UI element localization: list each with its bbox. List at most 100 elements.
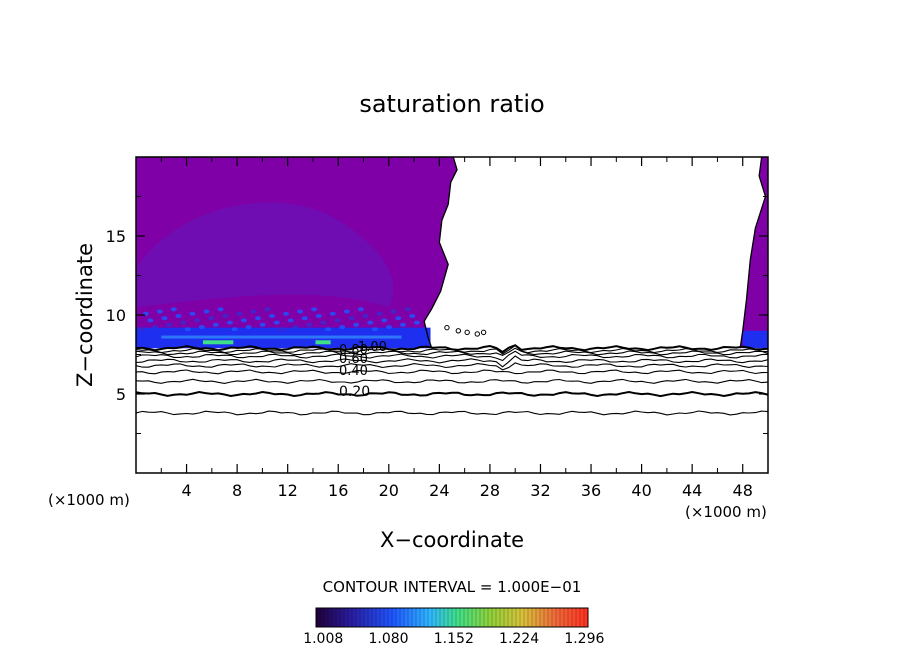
y-tick-label: 15 <box>106 227 126 246</box>
x-tick-label: 20 <box>379 481 399 500</box>
cloud-outline-left <box>423 157 458 349</box>
x-tick-label: 48 <box>733 481 753 500</box>
cloud-speckle <box>376 311 383 316</box>
colorbar-tick-label: 1.008 <box>303 631 343 647</box>
cloud-speckle <box>413 320 420 325</box>
light-blue-patch <box>161 335 402 339</box>
cloud-speckle <box>320 320 327 325</box>
y-axis-ticks: 5 10 15 <box>106 196 768 434</box>
cloud-speckle <box>264 307 271 312</box>
cloud-speckle <box>278 327 285 332</box>
x-tick-label: 12 <box>278 481 298 500</box>
cloud-speckle <box>273 320 280 325</box>
x-tick-label: 4 <box>181 481 191 500</box>
cloud-speckle <box>189 311 196 316</box>
contour-label-0.40: 0.40 <box>339 364 368 379</box>
cloud-speckle <box>180 320 187 325</box>
colorbar-stripes <box>319 608 585 627</box>
cloud-speckle <box>217 307 224 312</box>
cloud-outline-right <box>739 157 767 349</box>
small-blob <box>444 324 450 331</box>
cloud-speckle <box>245 325 252 330</box>
cloud-speckle <box>353 322 360 327</box>
x-tick-label: 44 <box>682 481 702 500</box>
cloud-speckle <box>292 325 299 330</box>
x-tick-label: 36 <box>581 481 601 500</box>
cloud-region-right <box>740 157 768 349</box>
cloud-speckle <box>404 307 411 312</box>
cloud-speckle <box>367 320 374 325</box>
cloud-speckle <box>226 320 233 325</box>
small-blob <box>464 329 470 336</box>
colorbar-tick-label: 1.080 <box>368 631 408 647</box>
contour-line-1.0 <box>136 344 768 354</box>
cloud-speckle <box>212 322 219 327</box>
cloud-speckle <box>371 327 378 332</box>
contour-lines <box>136 344 768 416</box>
cloud-speckle <box>208 316 215 321</box>
colorbar-tick-label: 1.224 <box>499 631 539 647</box>
highlight-b <box>315 340 331 345</box>
cloud-speckle <box>161 316 168 321</box>
x-tick-label: 8 <box>232 481 242 500</box>
cloud-darker-region <box>136 202 394 308</box>
cloud-speckle <box>198 325 205 330</box>
cloud-speckle <box>348 316 355 321</box>
cloud-speckle <box>297 309 304 314</box>
x-tick-label: 28 <box>480 481 500 500</box>
contour-line-0.6 <box>136 355 768 368</box>
low-band-right <box>742 330 768 349</box>
cloud-speckle <box>287 318 294 323</box>
cloud-speckle <box>240 318 247 323</box>
contour-interval-text: CONTOUR INTERVAL = 1.000E−01 <box>323 578 582 596</box>
cloud-speckle <box>399 322 406 327</box>
cloud-speckle <box>194 318 201 323</box>
cloud-speckle <box>156 309 163 314</box>
cloud-speckle <box>315 313 322 318</box>
cloud-speckle <box>147 318 154 323</box>
small-blob <box>474 331 480 337</box>
cloud-speckle <box>390 309 397 314</box>
contour-labels: 1.00 0.80 0.60 0.40 0.20 <box>339 340 387 400</box>
cloud-speckle <box>254 316 261 321</box>
x-axis-label: X−coordinate <box>380 528 524 552</box>
cloud-speckle <box>325 327 332 332</box>
cloud-speckle <box>357 307 364 312</box>
colorbar-tick-label: 1.152 <box>434 631 474 647</box>
cloud-speckle <box>166 322 173 327</box>
cloud-speckle <box>170 307 177 312</box>
contour-label-0.60: 0.60 <box>339 352 368 367</box>
contour-label-0.80: 0.80 <box>339 343 368 358</box>
contour-line-0.7 <box>136 350 768 362</box>
cloud-speckle <box>339 325 346 330</box>
cloud-speckle <box>343 309 350 314</box>
cloud-speckle <box>329 311 336 316</box>
x-axis-ticks: 4 8 12 16 20 24 28 32 36 40 44 48 <box>160 157 753 500</box>
cloud-speckle <box>138 327 145 332</box>
y-tick-label: 10 <box>106 306 126 325</box>
cloud-speckle <box>269 313 276 318</box>
contour-line-0.3 <box>136 378 768 384</box>
cloud-speckle <box>236 311 243 316</box>
x-tick-label: 24 <box>429 481 449 500</box>
contour-line-0.5 <box>136 362 768 371</box>
contour-line-0.8 <box>136 347 768 357</box>
cloud-speckle <box>395 316 402 321</box>
contour-line-0.1 <box>136 410 768 416</box>
cloud-speckle <box>152 325 159 330</box>
colorbar-tick-label: 1.296 <box>564 631 604 647</box>
small-blob <box>480 329 487 336</box>
highlight-a <box>202 340 234 345</box>
x-unit-right: (×1000 m) <box>685 503 767 521</box>
cloud-speckle <box>362 313 369 318</box>
cloud-speckle <box>250 309 257 314</box>
colorbar <box>315 607 589 628</box>
contour-label-1.00: 1.00 <box>358 340 387 355</box>
small-blob <box>455 328 462 334</box>
cloud-speckle <box>175 313 182 318</box>
cloud-speckle <box>409 313 416 318</box>
x-unit-left: (×1000 m) <box>48 491 130 509</box>
y-axis-label: Z−coordinate <box>73 243 97 387</box>
cloud-speckle <box>301 316 308 321</box>
